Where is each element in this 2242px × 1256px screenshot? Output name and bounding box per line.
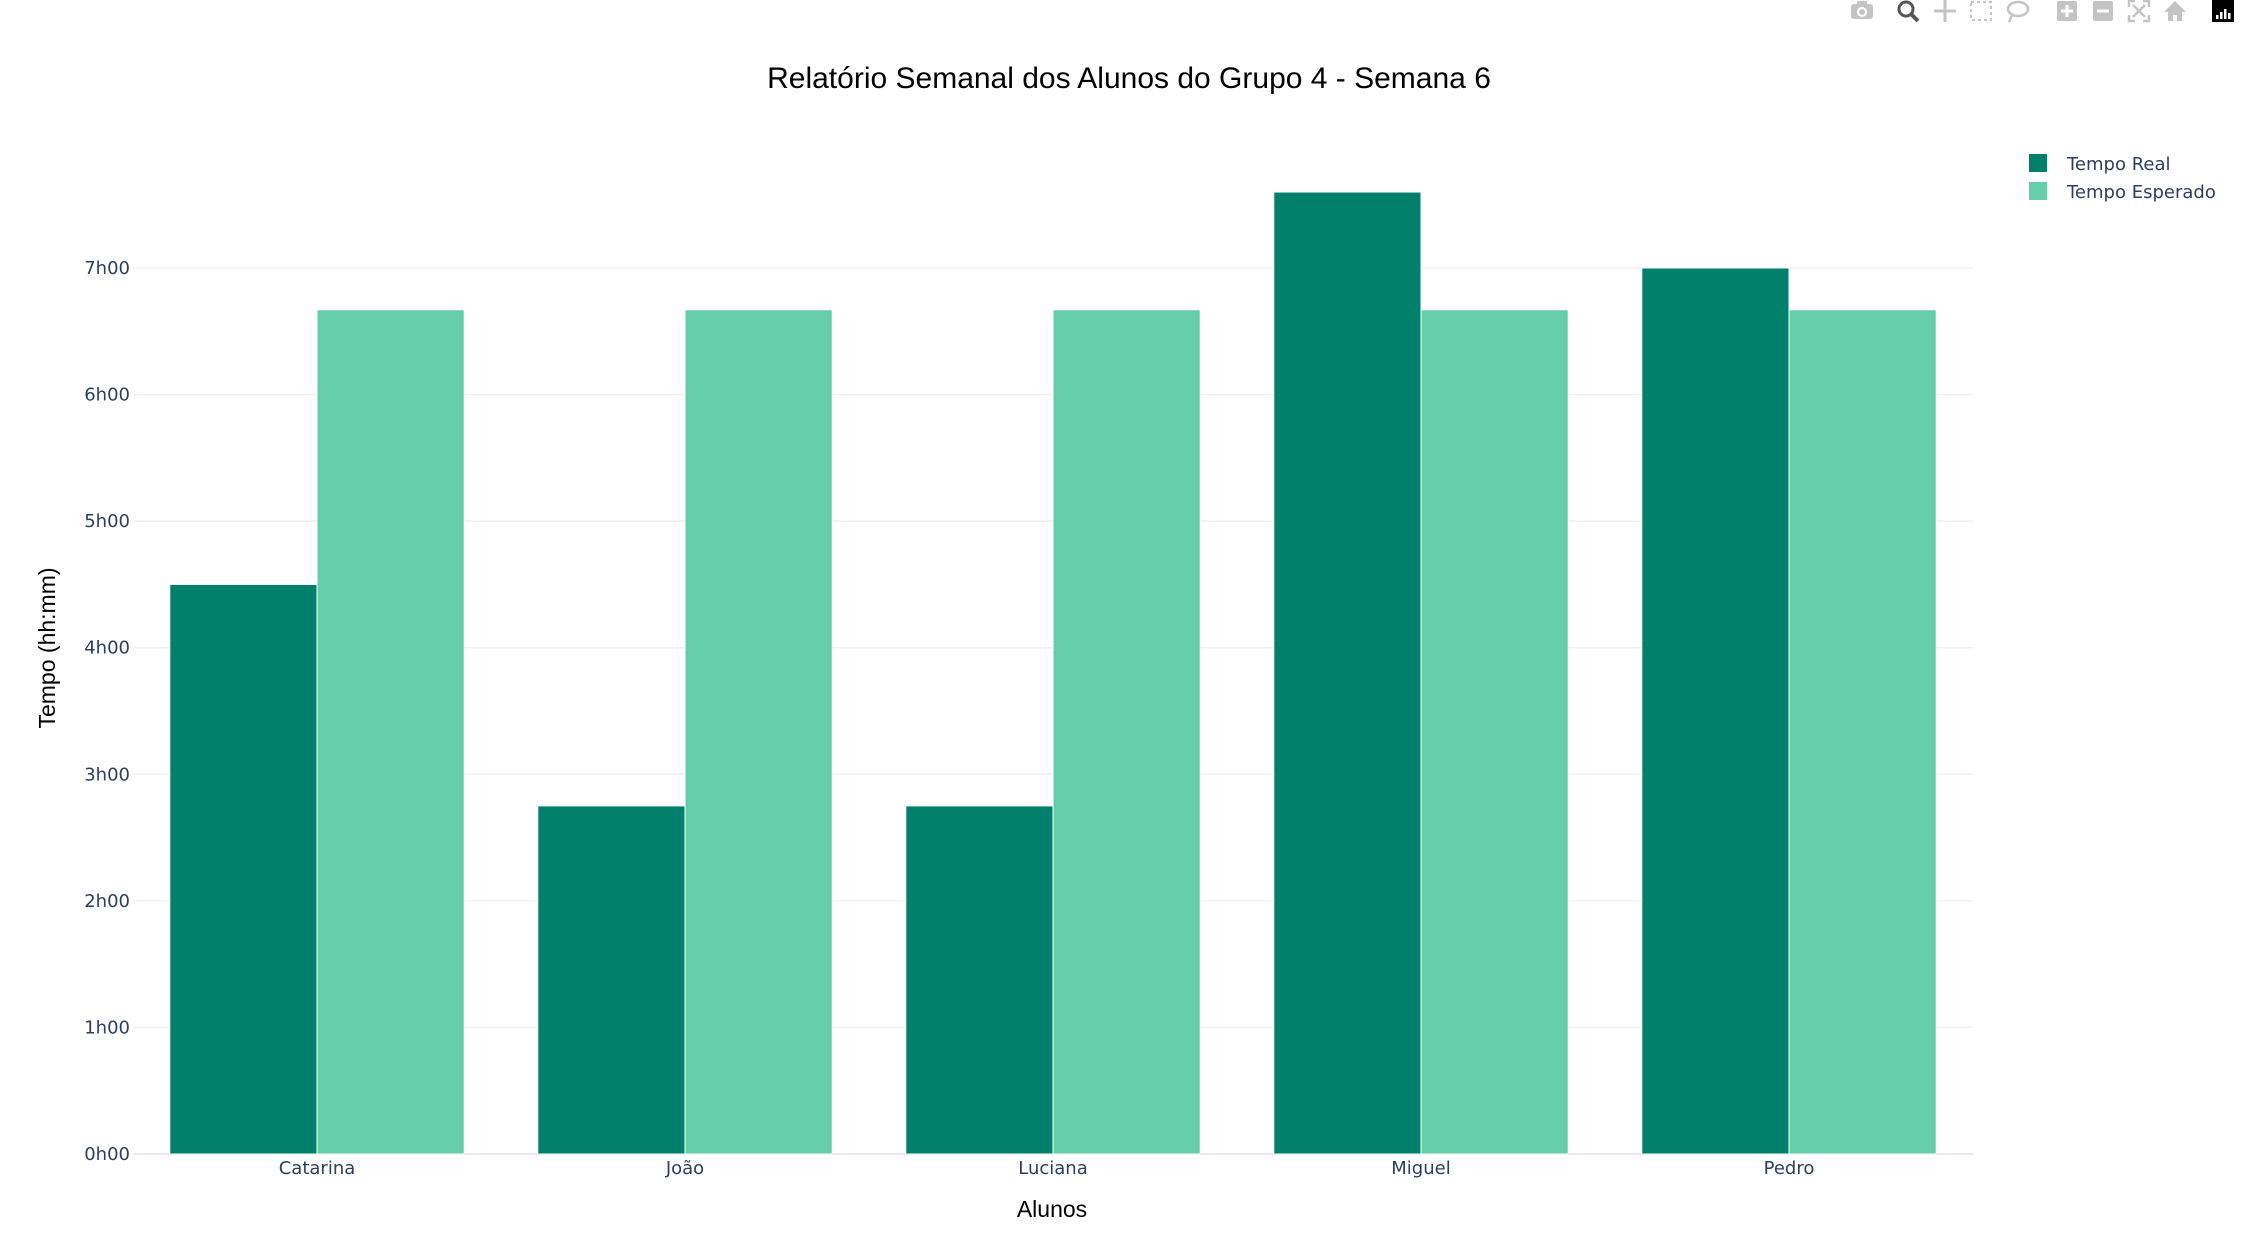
- bar-tempo-real-0[interactable]: [169, 583, 318, 1155]
- bar-tempo-real-3[interactable]: [1273, 191, 1422, 1155]
- x-tick-label: Luciana: [1018, 1158, 1088, 1179]
- legend-label: Tempo Real: [2066, 154, 2171, 175]
- bar-tempo-real-1[interactable]: [537, 805, 686, 1155]
- y-tick-label: 4h00: [84, 638, 130, 659]
- legend-item[interactable]: Tempo Real: [2029, 154, 2171, 175]
- y-axis-ticks: 0h00 1h00 2h00 3h00 4h00 5h00 6h00 7h00: [84, 258, 130, 1165]
- zoom-icon[interactable]: Zoom: [1897, 0, 1920, 23]
- bar-tempo-real-4[interactable]: [1641, 267, 1790, 1155]
- zoom-out-icon[interactable]: Zoom out: [2093, 1, 2113, 21]
- bar-tempo-esperado-0[interactable]: [316, 309, 465, 1155]
- x-tick-label: João: [665, 1158, 704, 1179]
- pan-icon[interactable]: Pan: [1934, 0, 1956, 22]
- bar-tempo-esperado-4[interactable]: [1788, 309, 1937, 1155]
- legend-label: Tempo Esperado: [2066, 182, 2216, 203]
- legend[interactable]: Tempo Real Tempo Esperado: [2029, 154, 2216, 203]
- bars: [169, 191, 1937, 1155]
- modebar: Download plot as a png Zoom Pan Box Select L…: [1851, 0, 2234, 23]
- box-select-icon[interactable]: Box Select: [1970, 1, 1992, 21]
- camera-icon[interactable]: Download plot as a png: [1851, 1, 1873, 19]
- autoscale-icon[interactable]: Autoscale: [2127, 0, 2151, 23]
- y-tick-label: 2h00: [84, 891, 130, 912]
- y-tick-label: 6h00: [84, 385, 130, 406]
- bar-tempo-real-2[interactable]: [905, 805, 1054, 1155]
- x-tick-label: Catarina: [279, 1158, 356, 1179]
- legend-swatch: [2029, 154, 2047, 172]
- x-tick-label: Miguel: [1391, 1158, 1450, 1179]
- y-tick-label: 5h00: [84, 511, 130, 532]
- bar-tempo-esperado-3[interactable]: [1420, 309, 1569, 1155]
- reset-axes-icon[interactable]: Reset axes: [2164, 1, 2186, 21]
- x-tick-label: Pedro: [1764, 1158, 1815, 1179]
- legend-swatch: [2029, 182, 2047, 200]
- x-axis-title: Alunos: [1017, 1196, 1087, 1222]
- x-axis-ticks: Catarina João Luciana Miguel Pedro: [279, 1158, 1815, 1179]
- y-axis-title: Tempo (hh:mm): [34, 567, 60, 728]
- zoom-in-icon[interactable]: Zoom in: [2057, 1, 2077, 21]
- y-tick-label: 1h00: [84, 1017, 130, 1038]
- lasso-select-icon[interactable]: Lasso Select: [2006, 0, 2030, 23]
- y-tick-label: 3h00: [84, 764, 130, 785]
- bar-tempo-esperado-2[interactable]: [1052, 309, 1201, 1155]
- plotly-logo-icon[interactable]: Produced with Plotly: [2212, 0, 2234, 22]
- y-tick-label: 0h00: [84, 1144, 130, 1165]
- bar-tempo-esperado-1[interactable]: [684, 309, 833, 1155]
- chart-title: Relatório Semanal dos Alunos do Grupo 4 …: [767, 62, 1491, 95]
- legend-item[interactable]: Tempo Esperado: [2029, 182, 2216, 203]
- y-tick-label: 7h00: [84, 258, 130, 279]
